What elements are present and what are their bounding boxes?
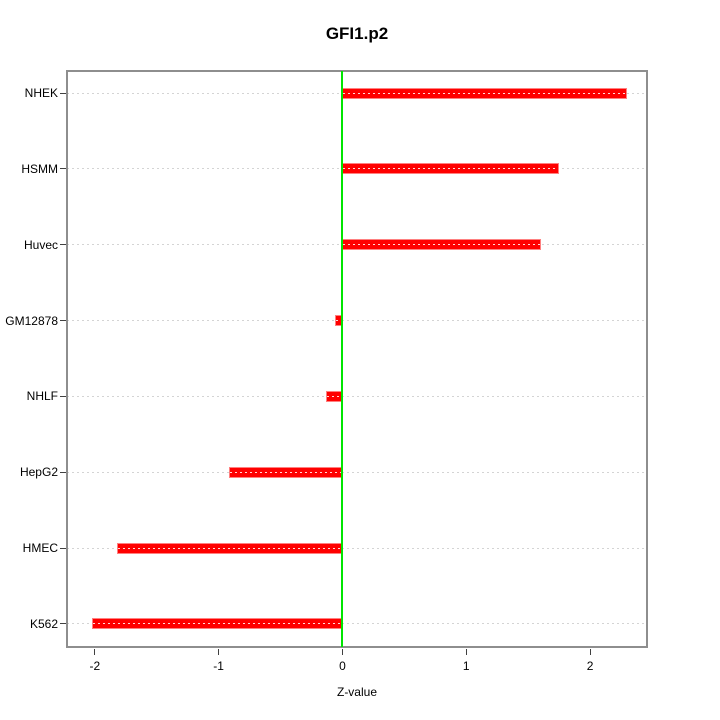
y-axis-tick	[60, 92, 66, 94]
x-tick-label-2: 2	[586, 659, 594, 673]
bar-inner-dots	[343, 168, 559, 170]
y-axis-tick	[60, 244, 66, 246]
y-tick-label-hsmm: HSMM	[21, 161, 58, 176]
x-axis-tick	[218, 649, 220, 655]
gridline	[67, 471, 647, 473]
y-tick-label-nhek: NHEK	[24, 86, 58, 100]
x-tick-label-0: 0	[339, 659, 346, 673]
x-axis-tick	[341, 649, 343, 655]
x-tick-label-1: 1	[462, 659, 470, 673]
x-axis-label: Z-value	[336, 685, 377, 699]
gridline	[67, 395, 647, 397]
y-tick-label-gm12878: GM12878	[5, 313, 58, 328]
bar-huvec	[342, 239, 541, 251]
bar-nhek	[342, 87, 628, 99]
zero-reference-line	[341, 71, 344, 647]
bar-hsmm	[342, 163, 560, 175]
y-tick-label-k562: K562	[29, 616, 58, 631]
bar-k562	[92, 618, 343, 630]
gridline	[67, 623, 647, 625]
bar-inner-dots	[229, 471, 342, 473]
x-axis-tick	[94, 649, 96, 655]
bar-hepg2	[228, 466, 343, 478]
y-tick-label-hmec: HMEC	[22, 541, 58, 556]
y-axis-tick	[60, 623, 66, 625]
chart-title: GFI1.p2	[325, 24, 389, 43]
y-axis-tick	[60, 547, 66, 549]
y-axis-tick	[60, 395, 66, 397]
y-axis-tick	[60, 168, 66, 170]
y-tick-label-nhlf: NHLF	[26, 389, 58, 404]
plot-area	[67, 71, 647, 647]
bar-inner-dots	[93, 623, 342, 625]
x-tick-label--1: -1	[213, 659, 224, 673]
x-axis-tick	[589, 649, 591, 655]
gridline	[67, 320, 647, 322]
bar-hmec	[117, 542, 343, 554]
y-axis-tick	[60, 471, 66, 473]
bar-inner-dots	[327, 395, 342, 397]
bar-inner-dots	[343, 92, 627, 94]
x-tick-label--2: -2	[89, 659, 101, 673]
y-tick-label-hepg2: HepG2	[19, 465, 58, 480]
x-axis-tick	[465, 649, 467, 655]
y-tick-label-huvec: Huvec	[23, 237, 58, 252]
bar-inner-dots	[336, 320, 342, 322]
y-axis-tick	[60, 320, 66, 322]
bar-nhlf	[326, 390, 343, 402]
bar-inner-dots	[343, 244, 540, 246]
bar-inner-dots	[118, 547, 342, 549]
gridline	[67, 547, 647, 549]
